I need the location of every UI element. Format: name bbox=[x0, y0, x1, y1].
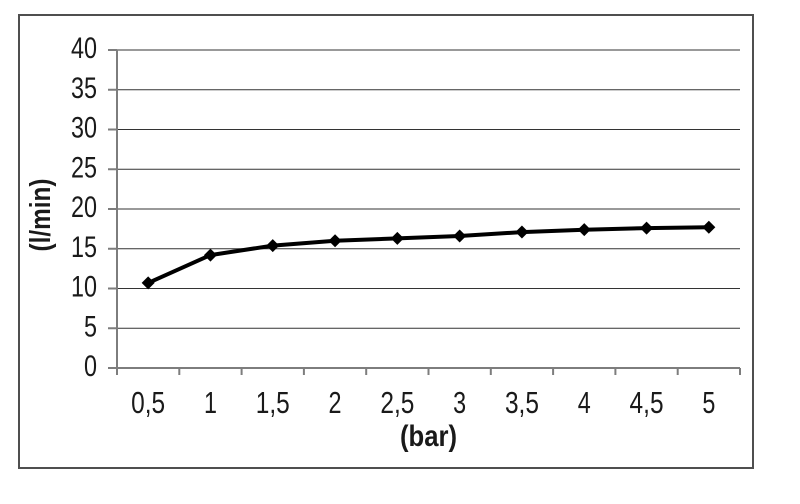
y-tick-label: 20 bbox=[71, 191, 97, 224]
flow-rate-chart: 0 5 10 15 20 25 30 35 40 0,5 1 1,5 2 2,5 3 3,5 4 4,5 5 (bar… bbox=[18, 14, 754, 469]
y-tick-label: 15 bbox=[71, 231, 97, 264]
data-point-marker bbox=[390, 231, 404, 245]
x-tick-label: 4 bbox=[578, 385, 591, 420]
data-point-marker bbox=[266, 239, 280, 253]
x-axis-title: (bar) bbox=[400, 420, 457, 453]
y-tick-label: 30 bbox=[71, 112, 97, 145]
data-point-marker bbox=[141, 276, 155, 290]
x-tick-label: 1 bbox=[204, 385, 217, 420]
series-line bbox=[147, 225, 709, 285]
data-point-marker bbox=[577, 223, 591, 237]
y-tick-label: 40 bbox=[71, 32, 97, 65]
data-point-marker bbox=[203, 248, 217, 262]
x-tick-label: 1,5 bbox=[256, 385, 290, 420]
x-tick-label: 2,5 bbox=[380, 385, 414, 420]
data-point-marker bbox=[702, 220, 716, 234]
x-tick-label: 0,5 bbox=[131, 385, 165, 420]
data-point-marker bbox=[328, 234, 342, 248]
data-point-marker bbox=[640, 221, 654, 235]
chart-frame: 0 5 10 15 20 25 30 35 40 0,5 1 1,5 2 2,5 3 3,5 4 4,5 5 (bar… bbox=[18, 14, 754, 469]
x-tick-label: 5 bbox=[702, 385, 715, 420]
y-tick-label: 0 bbox=[84, 350, 97, 383]
y-tick-label: 5 bbox=[84, 310, 97, 343]
x-tick-label: 4,5 bbox=[630, 385, 664, 420]
y-tick-label: 35 bbox=[71, 72, 97, 105]
x-tick-label: 3,5 bbox=[505, 385, 539, 420]
x-tick-label: 2 bbox=[329, 385, 342, 420]
data-point-marker bbox=[453, 229, 467, 243]
y-tick-label: 25 bbox=[71, 151, 97, 184]
x-tick-label: 3 bbox=[453, 385, 466, 420]
y-tick-label: 10 bbox=[71, 271, 97, 304]
data-point-marker bbox=[515, 225, 529, 239]
y-axis-title: (l/min) bbox=[25, 179, 57, 252]
chart-border bbox=[18, 14, 754, 469]
